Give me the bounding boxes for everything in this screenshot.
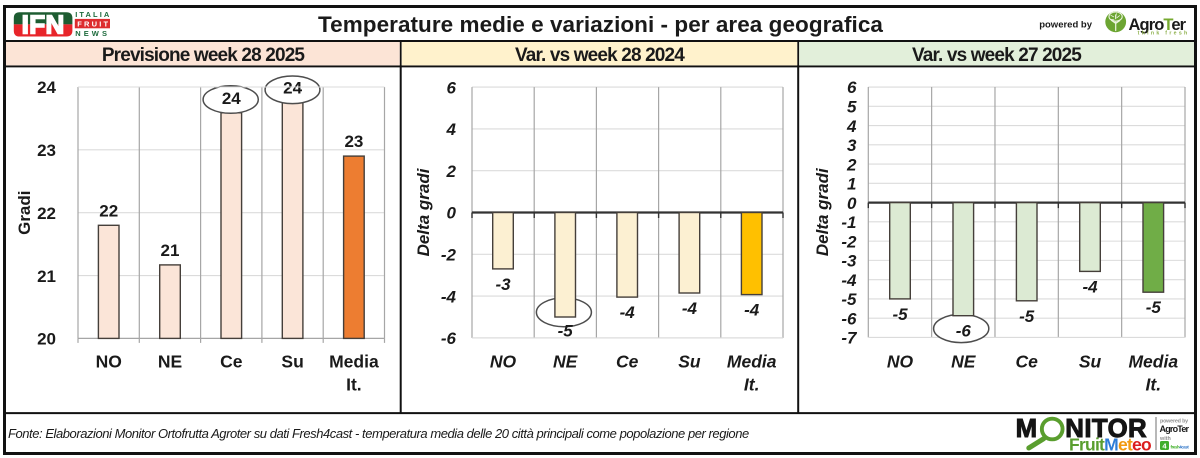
svg-text:Var. vs week 27 2025: Var. vs week 27 2025 <box>912 45 1082 66</box>
svg-text:NO: NO <box>887 352 914 372</box>
svg-text:2: 2 <box>446 162 457 181</box>
svg-text:Var. vs week 28 2024: Var. vs week 28 2024 <box>515 45 685 66</box>
svg-text:Delta gradi: Delta gradi <box>414 167 433 256</box>
svg-text:-6: -6 <box>956 322 972 341</box>
svg-text:NITOR: NITOR <box>1065 415 1147 443</box>
svg-text:Gradi: Gradi <box>15 190 34 234</box>
svg-text:AgroTer: AgroTer <box>1129 16 1187 34</box>
svg-text:Su: Su <box>1079 352 1102 372</box>
svg-text:-4: -4 <box>744 301 760 320</box>
svg-text:AgroTer: AgroTer <box>1160 424 1190 434</box>
svg-text:-4: -4 <box>682 299 698 318</box>
svg-text:24: 24 <box>222 89 241 108</box>
svg-text:-5: -5 <box>841 290 857 309</box>
svg-text:1: 1 <box>847 175 856 194</box>
svg-text:Media: Media <box>727 352 777 372</box>
svg-text:-4: -4 <box>441 287 457 306</box>
svg-text:NE: NE <box>158 352 182 372</box>
svg-text:-1: -1 <box>841 213 856 232</box>
svg-text:FruitMeteo: FruitMeteo <box>1069 435 1151 455</box>
svg-text:24: 24 <box>37 78 56 97</box>
svg-text:23: 23 <box>37 141 56 160</box>
svg-text:Delta gradi: Delta gradi <box>813 167 832 256</box>
svg-text:M: M <box>1016 415 1038 443</box>
svg-text:ITALIA: ITALIA <box>75 10 111 19</box>
svg-text:Media: Media <box>329 352 379 372</box>
svg-text:Media: Media <box>1128 352 1178 372</box>
svg-text:3: 3 <box>847 136 857 155</box>
svg-text:IFN: IFN <box>22 9 65 39</box>
svg-text:-4: -4 <box>1082 277 1098 296</box>
svg-text:-3: -3 <box>495 275 511 294</box>
svg-text:It.: It. <box>744 375 760 395</box>
svg-text:-4: -4 <box>620 303 636 322</box>
svg-text:23: 23 <box>344 132 363 151</box>
svg-text:-5: -5 <box>558 322 574 341</box>
svg-text:-2: -2 <box>841 232 857 251</box>
svg-text:-7: -7 <box>841 329 858 348</box>
svg-text:-5: -5 <box>892 305 908 324</box>
svg-text:powered by: powered by <box>1160 419 1188 425</box>
svg-text:5: 5 <box>847 98 857 117</box>
svg-text:fresh4cast: fresh4cast <box>1171 445 1190 450</box>
svg-text:-5: -5 <box>1146 298 1162 317</box>
svg-text:powered by: powered by <box>1039 20 1093 31</box>
svg-text:Su: Su <box>678 352 701 372</box>
svg-text:-2: -2 <box>441 246 457 265</box>
svg-text:with: with <box>1159 436 1171 442</box>
svg-text:22: 22 <box>37 204 56 223</box>
svg-text:2: 2 <box>846 155 857 174</box>
svg-text:Su: Su <box>281 352 303 372</box>
svg-text:21: 21 <box>161 241 180 260</box>
svg-text:Ce: Ce <box>1016 352 1039 372</box>
svg-text:NE: NE <box>951 352 977 372</box>
svg-text:0: 0 <box>847 194 857 213</box>
svg-text:FRUIT: FRUIT <box>77 20 110 29</box>
svg-text:4: 4 <box>1162 442 1167 451</box>
svg-text:0: 0 <box>447 204 457 223</box>
svg-text:-6: -6 <box>441 329 457 348</box>
svg-text:20: 20 <box>37 330 56 349</box>
svg-text:Ce: Ce <box>220 352 243 372</box>
svg-text:21: 21 <box>37 267 56 286</box>
svg-text:-6: -6 <box>841 309 857 328</box>
svg-text:6: 6 <box>847 78 857 97</box>
svg-text:-5: -5 <box>1019 307 1035 326</box>
svg-text:think fresh: think fresh <box>1138 31 1190 37</box>
svg-text:NE: NE <box>553 352 579 372</box>
svg-text:Fonte: Elaborazioni Monitor Or: Fonte: Elaborazioni Monitor Ortofrutta A… <box>8 426 749 441</box>
svg-text:Temperature medie e variazioni: Temperature medie e variazioni - per are… <box>318 12 883 37</box>
svg-text:6: 6 <box>447 78 457 97</box>
svg-text:24: 24 <box>283 79 302 98</box>
svg-text:It.: It. <box>346 375 362 395</box>
svg-text:NEWS: NEWS <box>75 29 110 38</box>
svg-text:Ce: Ce <box>616 352 639 372</box>
svg-text:NO: NO <box>96 352 122 372</box>
svg-text:NO: NO <box>490 352 517 372</box>
svg-text:-4: -4 <box>841 271 857 290</box>
svg-text:4: 4 <box>446 120 457 139</box>
svg-text:Previsione week 28 2025: Previsione week 28 2025 <box>102 45 306 66</box>
svg-text:22: 22 <box>99 201 118 220</box>
svg-text:It.: It. <box>1146 375 1162 395</box>
svg-text:4: 4 <box>846 117 857 136</box>
svg-text:-3: -3 <box>841 252 857 271</box>
